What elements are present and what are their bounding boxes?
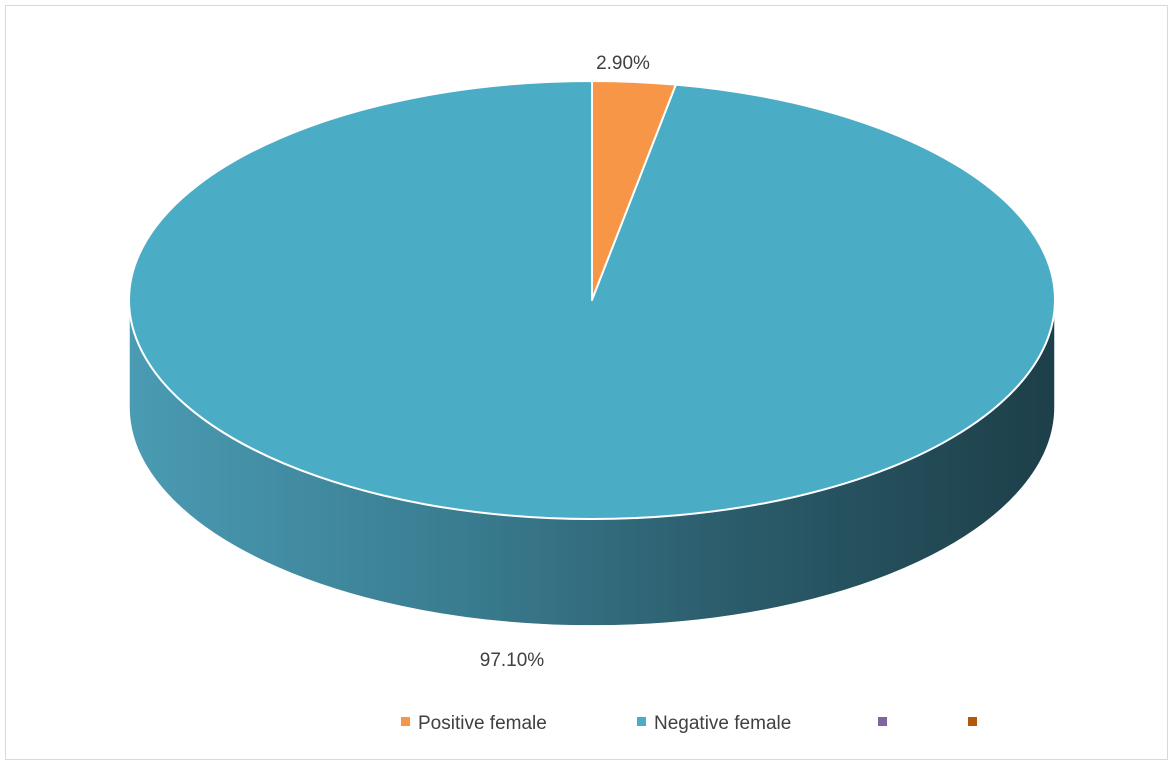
legend-label-positive-female: Positive female [418, 713, 547, 734]
legend-swatch-series-3 [878, 717, 887, 726]
data-label-negative-female: 97.10% [480, 650, 545, 671]
data-label-positive-female: 2.90% [596, 53, 650, 74]
legend-swatch-positive-female [401, 717, 410, 726]
legend-label-negative-female: Negative female [654, 713, 791, 734]
pie-slice-negative-female [128, 80, 1056, 520]
legend: Positive female Negative female [401, 713, 977, 734]
pie-group [128, 80, 1056, 627]
legend-swatch-series-4 [968, 717, 977, 726]
legend-swatch-negative-female [637, 717, 646, 726]
